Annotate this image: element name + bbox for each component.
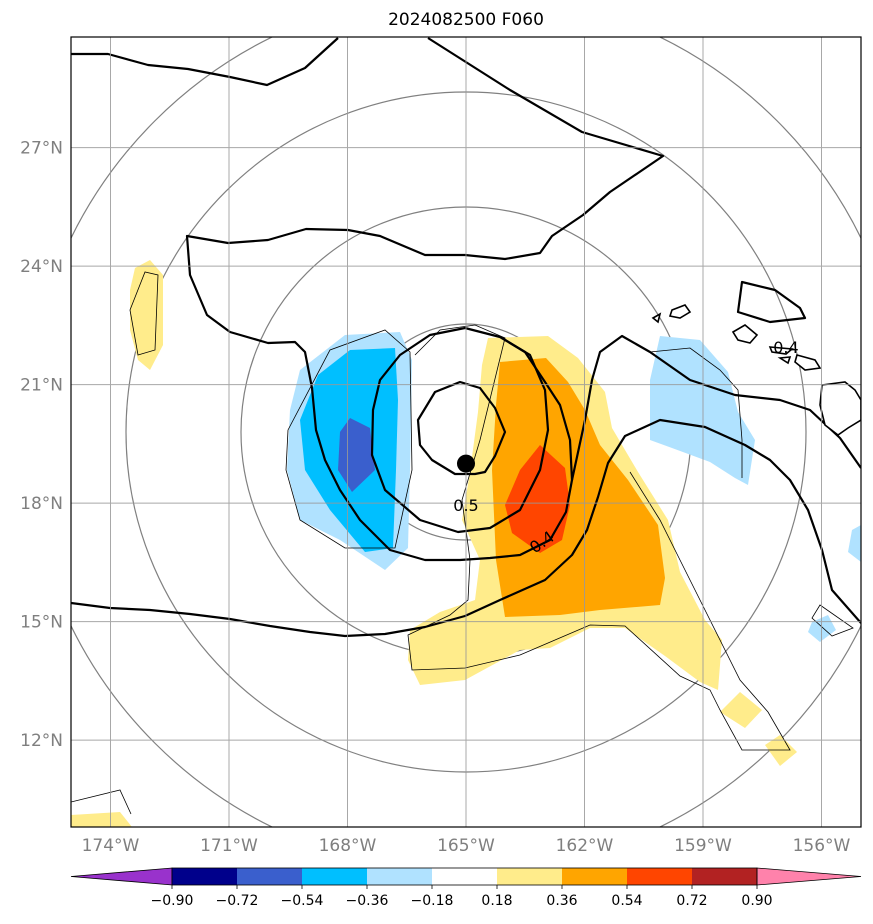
shade-yellow-southwest-corner [71, 812, 132, 827]
contour-north [71, 37, 339, 87]
colorbar-tick-label: −0.72 [216, 893, 259, 909]
lon-tick-label: 174°W [82, 836, 140, 856]
lat-tick-label: 12°N [20, 731, 63, 751]
map-title: 2024082500 F060 [388, 10, 544, 30]
colorbar-outline [171, 867, 758, 886]
contour-label: 0.5 [453, 496, 478, 515]
anomaly-outlines [71, 271, 854, 815]
contour-east [570, 334, 861, 481]
colorbar-labels: −0.90 −0.72 −0.54 −0.36 −0.18 0.18 0.36 0.54 0.7… [151, 885, 773, 909]
colorbar-segment [497, 868, 562, 885]
contour-label: 0.4 [773, 338, 798, 357]
shade-red-orange [505, 445, 570, 553]
shade-yellow-southeast-1 [720, 692, 762, 728]
colorbar-tick-label: 0.90 [741, 893, 772, 909]
lon-tick-label: 162°W [556, 836, 614, 856]
contour-0.4-east [736, 280, 807, 324]
colorbar [70, 867, 862, 886]
lat-tick-label: 21°N [20, 376, 63, 396]
shade-yellow-southeast-2 [765, 735, 797, 766]
lon-tick-label: 165°W [437, 836, 495, 856]
lon-tick-label: 168°W [319, 836, 377, 856]
lat-tick-label: 27°N [20, 139, 63, 159]
lat-tick-label: 18°N [20, 494, 63, 514]
contour-0.5 [416, 380, 507, 476]
lon-tick-label: 156°W [793, 836, 851, 856]
colorbar-segment [692, 868, 757, 885]
lat-tick-label: 15°N [20, 613, 63, 633]
coastlines [651, 304, 861, 436]
colorbar-extend-max [756, 867, 862, 886]
lat-lon-grid [71, 37, 861, 827]
shade-orange-main [492, 358, 665, 617]
colorbar-segment [172, 868, 237, 885]
lon-tick-label: 171°W [200, 836, 258, 856]
colorbar-extend-min [70, 867, 173, 886]
colorbar-segment [562, 868, 627, 885]
map-frame [70, 36, 862, 828]
colorbar-tick-label: −0.18 [411, 893, 454, 909]
longitude-tick-labels: 174°W 171°W 168°W 165°W 162°W 159°W 156°W [82, 836, 851, 856]
colorbar-segment [432, 868, 497, 885]
latitude-tick-labels: 27°N 24°N 21°N 18°N 15°N 12°N [20, 139, 63, 751]
shade-yellow-northwest [130, 260, 163, 370]
colorbar-segment [627, 868, 692, 885]
colorbar-segment [237, 868, 302, 885]
shade-light-blue-far-east [848, 525, 861, 562]
colorbar-tick-label: 0.72 [676, 893, 707, 909]
lon-tick-label: 159°W [674, 836, 732, 856]
contour-0.4-main [185, 37, 665, 562]
colorbar-tick-label: 0.54 [611, 893, 642, 909]
colorbar-tick-label: −0.90 [151, 893, 194, 909]
colorbar-tick-label: 0.18 [481, 893, 512, 909]
colorbar-tick-label: −0.36 [346, 893, 389, 909]
lat-tick-label: 24°N [20, 257, 63, 277]
colorbar-tick-label: 0.36 [546, 893, 577, 909]
colorbar-tick-label: −0.54 [281, 893, 324, 909]
contour-inner-ring [370, 326, 550, 534]
storm-center-marker [457, 454, 475, 473]
map-area [71, 37, 861, 827]
colorbar-segment [367, 868, 432, 885]
colorbar-segment [302, 868, 367, 885]
